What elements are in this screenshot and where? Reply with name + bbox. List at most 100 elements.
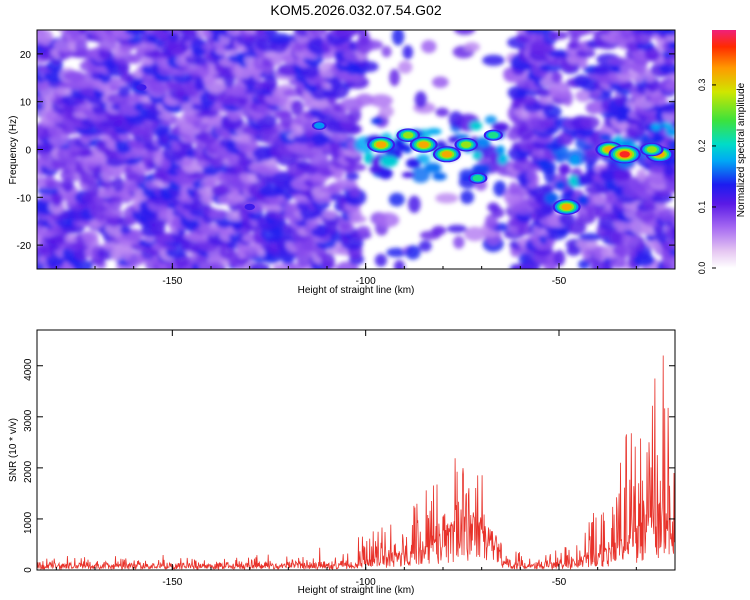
heatmap-cell [396, 143, 409, 152]
figure-title: KOM5.2026.032.07.54.G02 [270, 2, 441, 18]
heatmap-cell [432, 172, 447, 181]
heatmap-cell [484, 115, 497, 125]
heatmap-cell [355, 93, 374, 107]
heatmap-cell [405, 245, 421, 260]
spectrogram-x-label: Height of straight line (km) [298, 285, 415, 296]
heatmap-cell [190, 38, 208, 56]
colorbar-ticks: 0.0 0.1 0.2 0.3 [697, 79, 716, 274]
heatmap-cell [431, 225, 447, 236]
spectrogram-x-ticks: -150 -100 -50 [55, 30, 676, 287]
heatmap-cell [567, 41, 581, 50]
heatmap-cell [557, 131, 574, 146]
heatmap-cell [554, 180, 567, 191]
heatmap-cell [208, 209, 228, 220]
heatmap-cell [670, 224, 675, 236]
heatmap-cell [371, 117, 384, 125]
colorbar-tick-label: 0.1 [697, 201, 707, 214]
heatmap-cell [402, 45, 414, 60]
y-tick-label: 0 [25, 146, 31, 157]
heatmap-hotspots [136, 84, 674, 215]
colorbar-gradient [712, 30, 736, 268]
heatmap-cell [356, 225, 371, 236]
heatmap-cell [464, 226, 486, 242]
heatmap-cell [568, 175, 580, 187]
heatmap-cell [650, 133, 665, 143]
heatmap-cell [620, 30, 634, 40]
heatmap-cell [554, 249, 566, 267]
x-tick-label: -100 [356, 577, 376, 588]
y-tick-label: 3000 [23, 409, 34, 432]
heatmap-cell [378, 167, 393, 180]
heatmap-cell [578, 259, 590, 269]
heatmap-cell [37, 30, 44, 35]
heatmap-cell [343, 163, 367, 172]
heatmap-cell [386, 247, 407, 258]
heatmap-cell [239, 30, 254, 37]
heatmap-cell [45, 180, 65, 189]
heatmap-cell [667, 139, 675, 150]
heatmap-cell [194, 74, 205, 92]
heatmap-cell [584, 170, 598, 177]
heatmap-cell [570, 154, 580, 166]
heatmap-cell [578, 232, 603, 242]
heatmap-cell [193, 144, 206, 162]
heatmap-cell [600, 170, 615, 182]
heatmap-cell [463, 42, 480, 52]
heatmap-cell [612, 170, 632, 182]
heatmap-cell [663, 165, 675, 177]
heatmap-cell [112, 176, 125, 192]
heatmap-cell [535, 88, 553, 97]
heatmap-cell [575, 49, 596, 58]
heatmap-cell [281, 223, 293, 235]
heatmap-cell [398, 60, 413, 74]
snr-frame [36, 329, 676, 571]
y-tick-label: 10 [20, 98, 32, 109]
heatmap-hotspot [608, 145, 641, 164]
heatmap-cell [453, 235, 465, 249]
snr-y-ticks: 0 1000 2000 3000 4000 [23, 358, 675, 573]
heatmap-cell [376, 212, 400, 228]
heatmap-cell [609, 228, 628, 246]
heatmap-cell [38, 30, 53, 46]
heatmap-cell [517, 225, 534, 236]
colorbar-tick-label: 0.2 [697, 140, 707, 153]
heatmap-cell [167, 32, 180, 42]
heatmap-cell [254, 30, 266, 36]
heatmap-cell [667, 41, 675, 50]
heatmap-cell [74, 72, 86, 82]
heatmap-hotspot [136, 84, 147, 91]
heatmap-cell [471, 163, 490, 175]
heatmap-cell [424, 162, 442, 173]
heatmap-cell [432, 76, 449, 88]
heatmap-cell [322, 209, 337, 220]
colorbar: 0.0 0.1 0.2 0.3 Normalized spectral amplitu… [697, 30, 747, 274]
heatmap-cell [616, 243, 632, 258]
heatmap-cell [392, 30, 405, 46]
heatmap-cell [130, 30, 149, 35]
heatmap-cell [665, 127, 675, 137]
heatmap-cell [472, 151, 482, 160]
heatmap-cell [496, 145, 505, 155]
heatmap-cell [497, 154, 508, 165]
heatmap-field [37, 30, 675, 269]
heatmap-cell [664, 221, 675, 239]
heatmap-hotspot [468, 172, 488, 184]
heatmap-cell [349, 30, 366, 35]
heatmap-cell [669, 263, 675, 269]
heatmap-cell [537, 158, 551, 170]
heatmap-cell [264, 30, 278, 36]
heatmap-cell [576, 195, 590, 207]
y-tick-label: -20 [17, 241, 32, 252]
x-tick-label: -150 [162, 577, 182, 588]
heatmap-cell [435, 193, 459, 204]
heatmap-cell [303, 163, 320, 175]
heatmap-cell [491, 122, 510, 132]
heatmap-cell [182, 30, 201, 37]
heatmap-cell [558, 211, 575, 226]
heatmap-cell [248, 262, 270, 269]
heatmap-cell [485, 213, 498, 230]
heatmap-cell [592, 195, 607, 206]
heatmap-hotspot [640, 142, 664, 157]
heatmap-cell [45, 254, 65, 268]
